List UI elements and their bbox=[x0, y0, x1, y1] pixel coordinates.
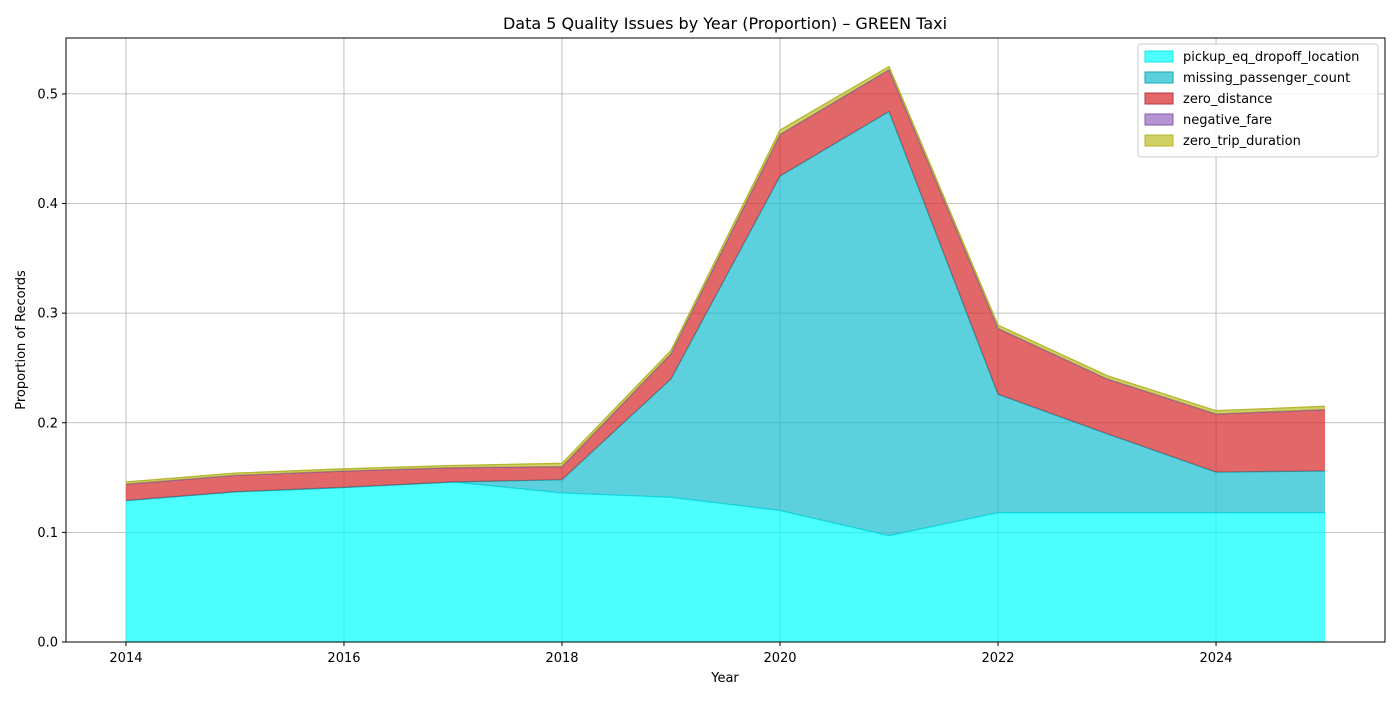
x-tick-label: 2018 bbox=[545, 651, 578, 666]
legend-label-missing-passenger-count: missing_passenger_count bbox=[1183, 71, 1350, 86]
legend-label-zero-distance: zero_distance bbox=[1183, 92, 1272, 107]
area-pickup-eq-dropoff-location bbox=[125, 481, 1326, 642]
area-missing-passenger-count bbox=[125, 111, 1326, 536]
legend-label-pickup-eq-dropoff-location: pickup_eq_dropoff_location bbox=[1183, 50, 1359, 65]
plot-frame bbox=[65, 37, 1386, 643]
y-tick-label: 0.1 bbox=[37, 526, 58, 541]
y-tick-label: 0.0 bbox=[37, 636, 58, 651]
x-tick-label: 2016 bbox=[327, 651, 360, 666]
axis-ticks: 2014 2016 2018 2020 2022 2024 0.0 0.1 0.2 0.3 0.4 0… bbox=[37, 87, 1232, 666]
legend-label-negative-fare: negative_fare bbox=[1183, 113, 1272, 128]
area-zero-distance bbox=[125, 69, 1326, 501]
y-tick-label: 0.2 bbox=[37, 416, 58, 431]
x-tick-label: 2022 bbox=[981, 651, 1014, 666]
y-tick-label: 0.4 bbox=[37, 197, 58, 212]
stacked-areas bbox=[125, 65, 1326, 642]
y-axis-label: Proportion of Records bbox=[14, 270, 29, 410]
x-tick-label: 2020 bbox=[763, 651, 796, 666]
legend-swatch-pickup-eq-dropoff-location bbox=[1144, 50, 1174, 63]
chart-title: Data 5 Quality Issues by Year (Proportio… bbox=[503, 14, 947, 33]
legend-swatch-zero-trip-duration bbox=[1144, 134, 1174, 147]
legend-label-zero-trip-duration: zero_trip_duration bbox=[1183, 134, 1301, 149]
legend-swatch-zero-distance bbox=[1144, 92, 1174, 105]
y-tick-label: 0.3 bbox=[37, 307, 58, 322]
x-axis-label: Year bbox=[710, 671, 739, 686]
x-tick-label: 2014 bbox=[109, 651, 142, 666]
x-tick-label: 2024 bbox=[1199, 651, 1232, 666]
legend-box bbox=[1137, 43, 1379, 158]
y-tick-label: 0.5 bbox=[37, 87, 58, 102]
legend-swatch-negative-fare bbox=[1144, 113, 1174, 126]
legend: pickup_eq_dropoff_location missing_passen… bbox=[1137, 43, 1379, 158]
area-edge-zero-trip-duration bbox=[125, 65, 1326, 483]
legend-swatch-missing-passenger-count bbox=[1144, 71, 1174, 84]
